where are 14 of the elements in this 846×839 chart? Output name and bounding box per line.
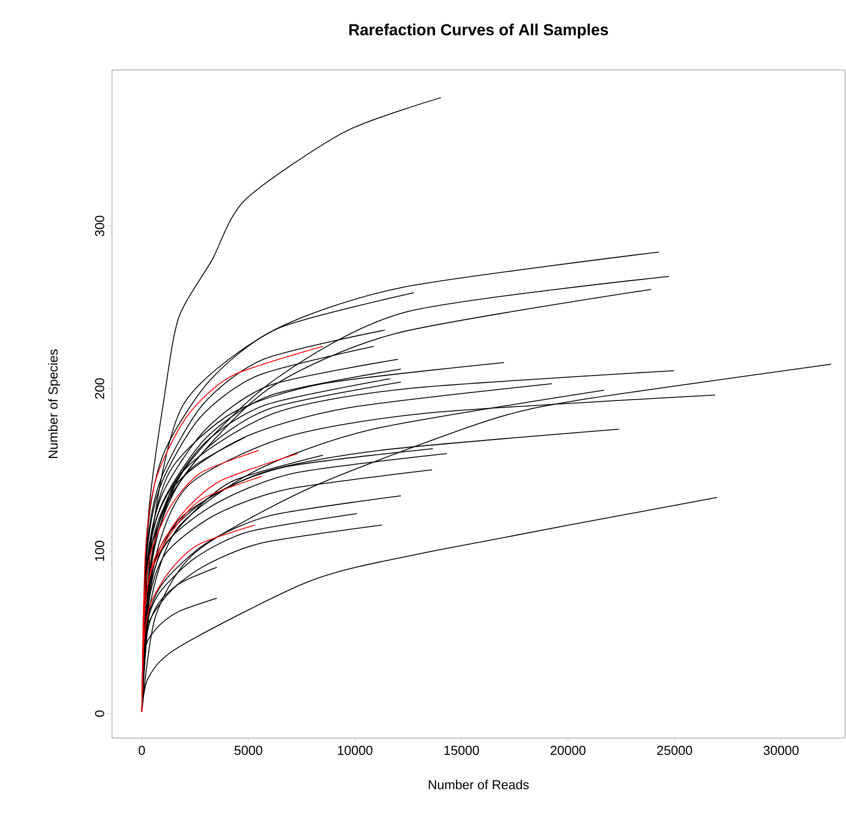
x-axis-title: Number of Reads: [428, 780, 529, 790]
y-tick-label: 100: [95, 540, 104, 561]
y-tick-label: 0: [95, 710, 104, 717]
y-tick-label: 300: [95, 216, 104, 236]
x-tick-label: 15000: [444, 746, 479, 755]
y-tick-label: 200: [95, 378, 104, 399]
x-tick-label: 30000: [764, 746, 799, 755]
x-tick-label: 10000: [338, 746, 372, 755]
x-tick-label: 0: [138, 746, 145, 755]
chart-title: Rarefaction Curves of All Samples: [349, 24, 608, 38]
y-axis-title: Number of Species: [48, 349, 60, 458]
x-tick-label: 5000: [234, 746, 262, 755]
x-tick-label: 20000: [550, 746, 586, 755]
x-tick-label: 25000: [657, 746, 692, 755]
